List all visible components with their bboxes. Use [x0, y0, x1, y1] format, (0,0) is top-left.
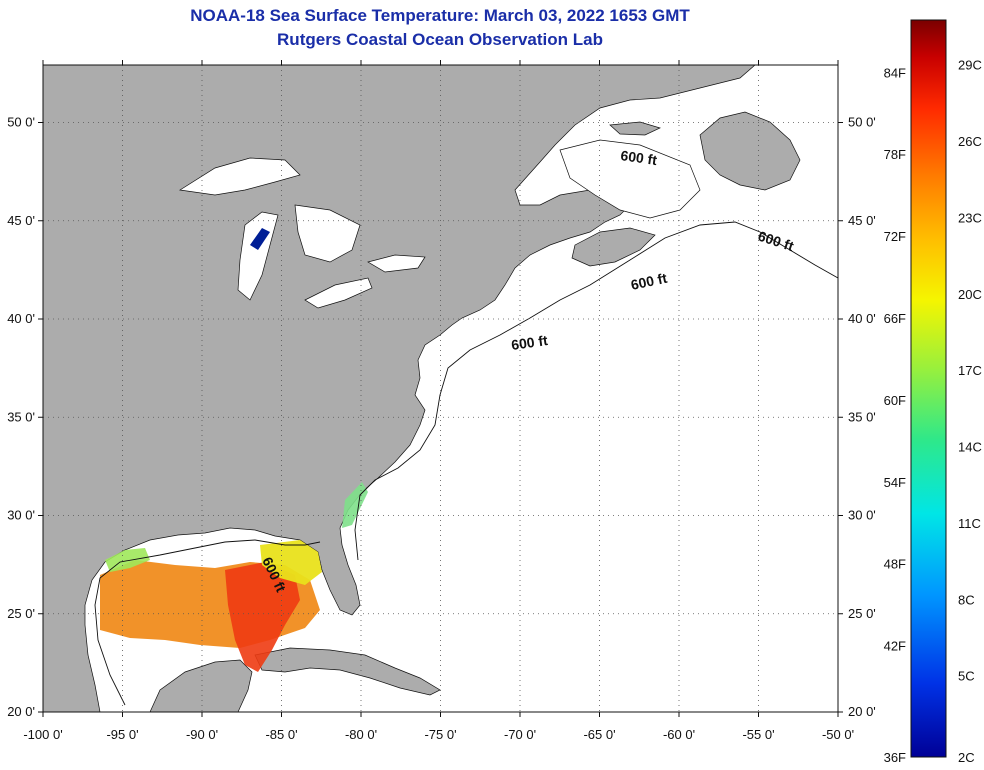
lat-label: 30 0' — [7, 508, 35, 523]
colorbar — [910, 19, 947, 758]
colorbar-c-label: 29C — [958, 58, 982, 73]
lat-label: 40 0' — [7, 311, 35, 326]
colorbar-f-label: 72F — [884, 229, 906, 244]
lat-label-right: 50 0' — [848, 115, 876, 130]
lon-label: -60 0' — [663, 727, 695, 742]
lat-label-right: 25 0' — [848, 606, 876, 621]
map-subtitle: Rutgers Coastal Ocean Observation Lab — [277, 30, 603, 49]
colorbar-c-label: 23C — [958, 210, 982, 225]
lat-label: 35 0' — [7, 409, 35, 424]
lat-label-right: 30 0' — [848, 508, 876, 523]
newfoundland-land — [699, 111, 801, 191]
lake-ontario — [367, 254, 426, 273]
longitude-labels: -100 0' -95 0' -90 0' -85 0' -80 0' -75 0' -70… — [23, 727, 854, 742]
lat-label: 25 0' — [7, 606, 35, 621]
lon-label: -65 0' — [583, 727, 615, 742]
lat-label-right: 35 0' — [848, 409, 876, 424]
lon-label: -100 0' — [23, 727, 62, 742]
contour-label-4: 600 ft — [510, 332, 549, 353]
yucatan-land — [149, 659, 253, 712]
colorbar-c-label: 8C — [958, 592, 975, 607]
colorbar-f-label: 66F — [884, 311, 906, 326]
lat-label: 45 0' — [7, 213, 35, 228]
lake-erie — [304, 277, 373, 309]
lon-label: -70 0' — [504, 727, 536, 742]
anticosti-land — [609, 121, 661, 136]
north-america-land — [43, 65, 756, 712]
colorbar-c-label: 5C — [958, 669, 975, 684]
colorbar-c-label: 26C — [958, 134, 982, 149]
lon-label: -95 0' — [106, 727, 138, 742]
lat-label: 20 0' — [7, 704, 35, 719]
latitude-labels: 50 0' 50 0' 45 0' 45 0' 40 0' 40 0' 35 0' 35 0'… — [7, 115, 876, 720]
colorbar-c-label: 11C — [958, 516, 981, 531]
colorbar-fahrenheit-labels: 84F 78F 72F 66F 60F 54F 48F 42F 36F — [884, 65, 906, 765]
colorbar-f-label: 42F — [884, 639, 906, 654]
gulf-sst-red — [225, 562, 300, 672]
shelf-600ft-contour — [94, 221, 839, 706]
nova-scotia-land — [571, 227, 656, 267]
lat-label-right: 20 0' — [848, 704, 876, 719]
colorbar-f-label: 60F — [884, 393, 906, 408]
lon-label: -80 0' — [345, 727, 377, 742]
lon-label: -75 0' — [424, 727, 456, 742]
lake-huron — [294, 204, 361, 263]
axis-ticks — [38, 60, 843, 717]
colorbar-f-label: 48F — [884, 557, 906, 572]
colorbar-f-label: 54F — [884, 475, 906, 490]
map-title: NOAA-18 Sea Surface Temperature: March 0… — [190, 6, 690, 25]
colorbar-celsius-labels: 29C 26C 23C 20C 17C 14C 11C 8C 5C 2C — [958, 58, 982, 765]
lat-label-right: 40 0' — [848, 311, 876, 326]
colorbar-f-label: 78F — [884, 147, 906, 162]
colorbar-c-label: 14C — [958, 440, 982, 455]
colorbar-f-label: 84F — [884, 65, 906, 80]
lake-michigan-sst — [250, 228, 270, 250]
contour-label-1: 600 ft — [620, 147, 659, 168]
lon-label: -85 0' — [265, 727, 297, 742]
lon-label: -50 0' — [822, 727, 854, 742]
colorbar-c-label: 20C — [958, 287, 982, 302]
colorbar-f-label: 36F — [884, 750, 906, 765]
gulf-sst-yellow — [260, 540, 322, 585]
lon-label: -55 0' — [742, 727, 774, 742]
gulf-of-st-lawrence — [559, 139, 701, 219]
gulf-sst-green — [105, 548, 150, 572]
colorbar-c-label: 17C — [958, 363, 982, 378]
contour-label-3: 600 ft — [629, 270, 668, 293]
colorbar-c-label: 2C — [958, 750, 975, 765]
lake-superior — [179, 157, 301, 196]
lat-label-right: 45 0' — [848, 213, 876, 228]
lat-label: 50 0' — [7, 115, 35, 130]
lon-label: -90 0' — [186, 727, 218, 742]
cuba-land — [254, 647, 441, 696]
